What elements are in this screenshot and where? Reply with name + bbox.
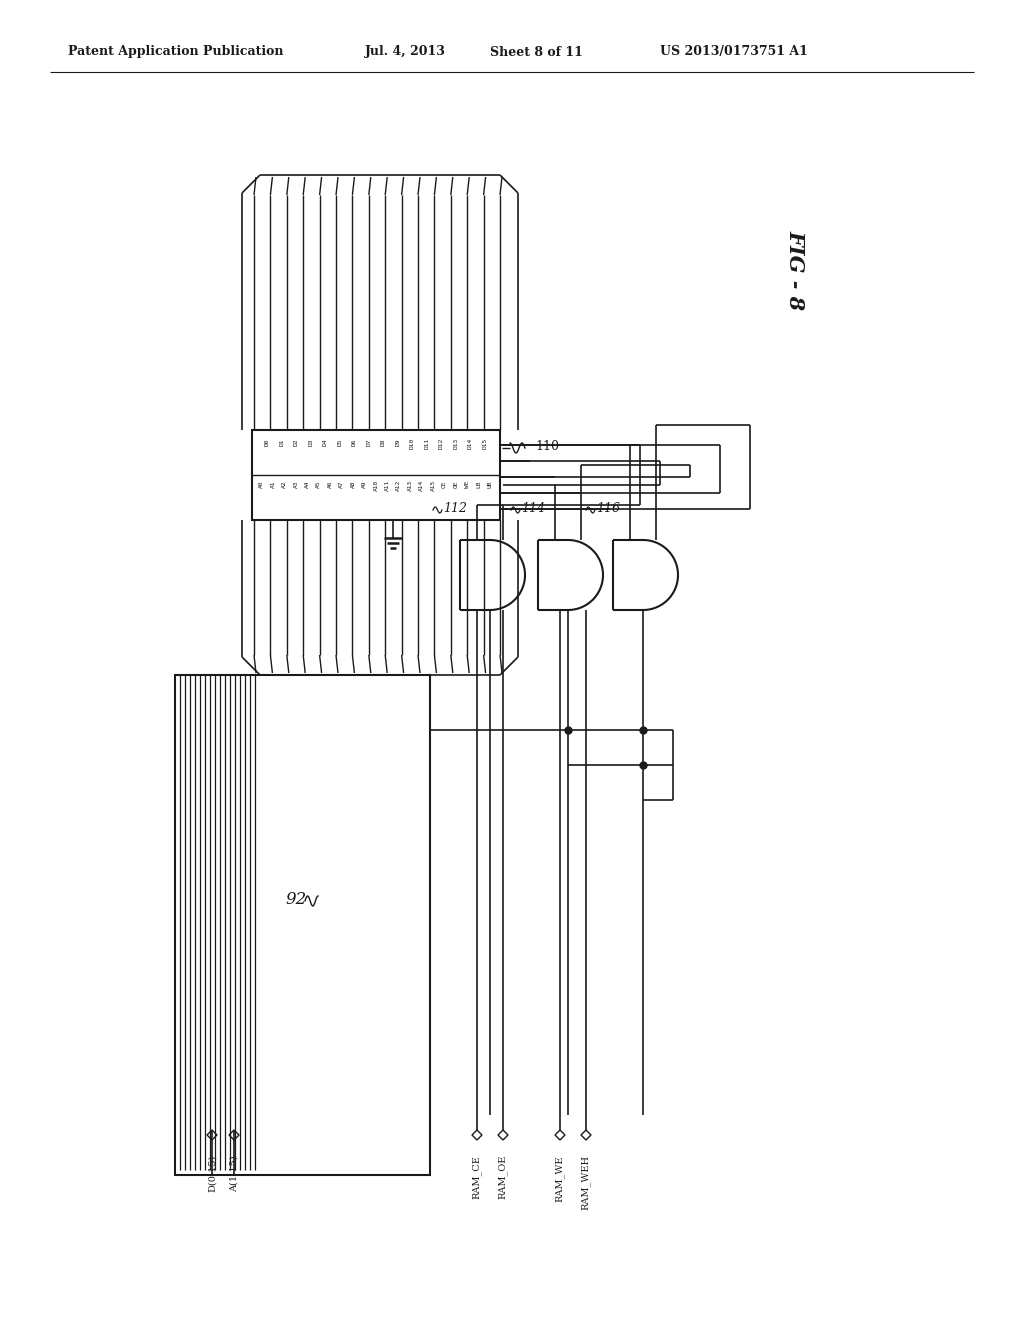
Text: D14: D14 <box>468 438 473 449</box>
Text: Patent Application Publication: Patent Application Publication <box>68 45 284 58</box>
Text: 92: 92 <box>285 891 306 908</box>
Text: D11: D11 <box>424 438 429 449</box>
Text: A(1-15): A(1-15) <box>229 1155 239 1192</box>
Text: FIG - 8: FIG - 8 <box>785 230 805 310</box>
Text: RAM_CE: RAM_CE <box>472 1155 482 1199</box>
Text: WE: WE <box>465 480 470 487</box>
Text: D(0-15): D(0-15) <box>208 1155 216 1192</box>
Text: D0: D0 <box>265 438 269 446</box>
Text: A1: A1 <box>270 480 275 487</box>
Text: D4: D4 <box>323 438 328 446</box>
Text: D15: D15 <box>482 438 487 449</box>
Text: A2: A2 <box>282 480 287 487</box>
Text: RAM_OE: RAM_OE <box>498 1155 508 1200</box>
Text: D1: D1 <box>280 438 285 446</box>
Bar <box>252 430 500 520</box>
Text: A7: A7 <box>339 480 344 487</box>
Text: D9: D9 <box>395 438 400 446</box>
Text: 114: 114 <box>521 503 545 516</box>
Text: A3: A3 <box>294 480 299 487</box>
Text: D6: D6 <box>352 438 356 446</box>
Text: A13: A13 <box>408 480 413 491</box>
Text: A4: A4 <box>305 480 310 487</box>
Text: US 2013/0173751 A1: US 2013/0173751 A1 <box>660 45 808 58</box>
Text: RAM_WEH: RAM_WEH <box>582 1155 591 1210</box>
Text: A10: A10 <box>374 480 379 491</box>
Text: A6: A6 <box>328 480 333 487</box>
Text: D2: D2 <box>294 438 299 446</box>
Text: 116: 116 <box>596 503 620 516</box>
Bar <box>175 675 430 1175</box>
Text: RAM_WE: RAM_WE <box>555 1155 565 1201</box>
Text: A15: A15 <box>431 480 435 491</box>
Text: D12: D12 <box>438 438 443 449</box>
Text: A9: A9 <box>362 480 367 487</box>
Text: UB: UB <box>487 480 493 487</box>
Text: Jul. 4, 2013: Jul. 4, 2013 <box>365 45 445 58</box>
Text: Sheet 8 of 11: Sheet 8 of 11 <box>490 45 583 58</box>
Text: D10: D10 <box>410 438 415 449</box>
Text: A5: A5 <box>316 480 322 487</box>
Text: A0: A0 <box>259 480 264 487</box>
Text: A14: A14 <box>419 480 424 491</box>
Text: A8: A8 <box>350 480 355 487</box>
Text: CE: CE <box>442 480 447 487</box>
Text: D8: D8 <box>381 438 386 446</box>
Text: D13: D13 <box>454 438 459 449</box>
Text: A11: A11 <box>385 480 390 491</box>
Text: 112: 112 <box>443 503 467 516</box>
Text: OE: OE <box>454 480 459 487</box>
Text: D7: D7 <box>367 438 372 446</box>
Text: D5: D5 <box>337 438 342 446</box>
Text: D3: D3 <box>308 438 313 446</box>
Text: A12: A12 <box>396 480 401 491</box>
Text: LB: LB <box>476 480 481 487</box>
Text: 110: 110 <box>535 440 559 453</box>
